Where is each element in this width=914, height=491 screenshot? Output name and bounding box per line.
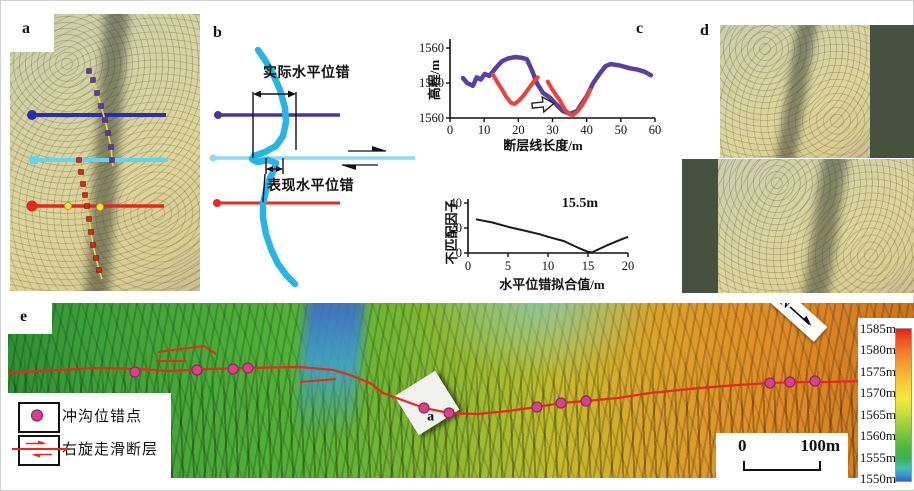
gully-markers-red	[76, 157, 102, 273]
svg-text:20: 20	[512, 123, 525, 137]
gully-markers-purple	[86, 68, 115, 163]
svg-text:20: 20	[450, 221, 463, 235]
panel-e-label-notch	[8, 303, 52, 334]
colorbar-label: 1585m	[859, 321, 896, 336]
misfit-ylabel: 不匹配因子	[444, 199, 459, 265]
svg-text:30: 30	[546, 123, 559, 137]
apparent-offset-arrowhead-left	[266, 166, 273, 172]
slip-arrow-top-head	[372, 146, 387, 151]
fault-trace-secondary	[299, 378, 337, 383]
actual-offset-label: 实际水平位错	[263, 66, 350, 81]
misfit-chart: 0 5 10 15 20 0 20 40	[435, 190, 670, 302]
legend-offset-point-label: 冲沟位错点	[62, 409, 143, 425]
north-arrow: N	[770, 303, 828, 342]
scale-bar-hundred: 100m	[800, 436, 840, 455]
colorbar-label: 1565m	[859, 406, 896, 422]
panel-d-gap-left	[682, 159, 718, 293]
fault-slip-arrow-upper	[157, 344, 217, 355]
panel-e-dem-map: a e 冲沟位错点	[8, 303, 914, 478]
svg-text:0: 0	[456, 246, 462, 260]
diagram-line-lightblue-dot	[209, 154, 217, 162]
panel-d-gap-right	[870, 25, 914, 158]
colorbar-label: 1555m	[859, 449, 896, 465]
svg-text:1560: 1560	[420, 111, 444, 125]
fault-overlay	[8, 344, 865, 419]
panel-b-drawing	[209, 46, 415, 288]
panel-d-top-tile	[720, 25, 870, 158]
panel-a-map	[10, 14, 200, 291]
panel-d-bottom-tile	[718, 159, 914, 293]
diagram-line-purple-dot	[214, 111, 222, 119]
north-arrow-glyph	[789, 306, 812, 327]
actual-offset-arrowhead-right	[288, 90, 296, 98]
apparent-offset-arrowhead-right	[276, 166, 283, 172]
fault-trace	[8, 365, 865, 416]
svg-text:10: 10	[542, 259, 555, 273]
svg-text:40: 40	[580, 123, 593, 137]
legend-fault-box	[18, 435, 60, 466]
svg-text:10: 10	[478, 123, 491, 137]
svg-text:20: 20	[622, 259, 635, 273]
elevation-colorbar: 1585m 1580m 1575m 1570m 1565m 1560m 1555…	[858, 318, 914, 489]
panel-e-label: e	[20, 308, 28, 325]
colorbar-label: 1580m	[859, 342, 896, 358]
svg-text:40: 40	[450, 196, 463, 210]
transect-blue-endpoint	[27, 110, 37, 120]
panel-d-label: d	[700, 22, 709, 39]
gully-offset-points	[129, 362, 821, 419]
svg-text:15: 15	[582, 259, 595, 273]
scale-bar-bracket	[743, 461, 821, 471]
dextral-fault-symbol	[12, 440, 70, 458]
stream-curve	[248, 46, 299, 288]
actual-offset-bracket	[252, 92, 297, 158]
panel-a-label-notch	[10, 14, 54, 52]
colorbar-gradient	[895, 328, 912, 482]
svg-text:1560: 1560	[420, 76, 444, 90]
misfit-xlabel: 水平位错拟合值/m	[499, 277, 605, 292]
colorbar-labels: 1585m 1580m 1575m 1570m 1565m 1560m 1555…	[858, 322, 896, 485]
panel-a-overlay	[26, 65, 168, 280]
profile-ylabel: 高程/m	[427, 59, 442, 101]
profile-chart: 0 10 20 30 40 50 60 1560 1560 1560	[419, 18, 672, 150]
panel-a-label: a	[22, 20, 30, 37]
piercing-point-yellow-2	[95, 202, 105, 212]
svg-text:0: 0	[465, 259, 471, 273]
colorbar-label: 1570m	[859, 385, 896, 401]
diagram-line-red-dot	[213, 199, 221, 207]
svg-text:60: 60	[649, 123, 662, 137]
svg-text:1560: 1560	[420, 41, 444, 55]
best-fit-annotation: 15.5m	[561, 196, 599, 211]
misfit-chart-svg: 0 5 10 15 20 0 20 40	[450, 196, 635, 273]
panel-d-top-tile-row	[720, 25, 914, 158]
panel-d-bottom-tile-row	[682, 159, 914, 293]
colorbar-label: 1550m	[859, 470, 896, 486]
profile-chart-svg: 0 10 20 30 40 50 60 1560 1560 1560	[419, 39, 662, 137]
transect-lightblue-endpoint	[30, 156, 38, 164]
transect-red-endpoint	[26, 200, 38, 212]
svg-text:50: 50	[615, 123, 628, 137]
svg-text:5: 5	[505, 259, 511, 273]
slip-arrow-bottom-head	[341, 165, 356, 170]
offset-point-symbol	[30, 409, 44, 422]
alluvial-fan	[423, 303, 658, 379]
colorbar-label: 1560m	[859, 428, 896, 444]
legend-fault-label: 右旋走滑断层	[62, 442, 159, 458]
scale-bar-zero: 0	[738, 436, 747, 455]
panel-b-label: b	[213, 24, 222, 41]
colorbar-label: 1575m	[859, 363, 896, 379]
actual-offset-arrowhead-left	[253, 90, 261, 98]
svg-text:0: 0	[447, 123, 453, 137]
piercing-point-yellow-1	[63, 201, 73, 211]
scale-bar: 0 100m	[716, 433, 848, 478]
legend-offset-point-box	[18, 402, 60, 433]
panel-c-label: c	[636, 20, 644, 37]
profile-xlabel: 断层线长度/m	[503, 138, 583, 153]
panel-b-diagram: 实际水平位错 表现水平位错	[205, 18, 420, 295]
apparent-offset-label: 表现水平位错	[267, 179, 354, 194]
gully-trace-upper	[86, 65, 114, 167]
